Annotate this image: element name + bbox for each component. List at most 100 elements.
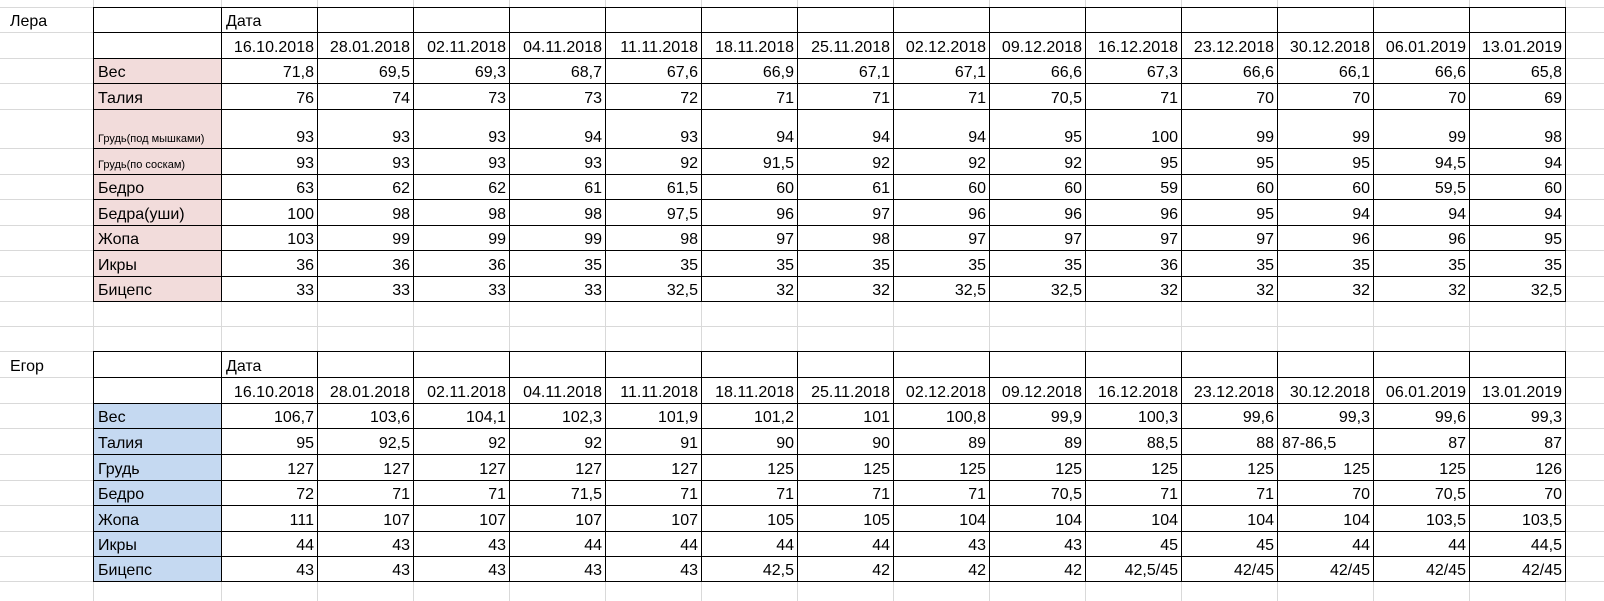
value-cell: 43 xyxy=(317,556,414,582)
date-cell: 28.01.2018 xyxy=(317,377,414,404)
value-cell: 94 xyxy=(1373,199,1470,226)
row-label: Жопа xyxy=(93,225,222,251)
date-cell: 25.11.2018 xyxy=(797,377,894,404)
cell xyxy=(797,7,894,33)
value-cell: 98 xyxy=(605,225,702,251)
row-label: Талия xyxy=(93,428,222,455)
value-cell: 99 xyxy=(413,225,510,251)
value-cell: 36 xyxy=(1085,250,1182,277)
value-cell: 32 xyxy=(1085,276,1182,302)
value-cell: 94 xyxy=(893,109,990,149)
value-cell: 91 xyxy=(605,428,702,455)
value-cell: 71,8 xyxy=(221,58,318,84)
value-cell: 60 xyxy=(1181,174,1278,200)
value-cell: 44 xyxy=(701,531,798,557)
value-cell: 32,5 xyxy=(1469,276,1566,302)
value-cell: 98 xyxy=(1469,109,1566,149)
value-cell: 97 xyxy=(797,199,894,226)
value-cell: 43 xyxy=(413,531,510,557)
value-cell: 33 xyxy=(413,276,510,302)
cell xyxy=(1277,351,1374,378)
value-cell: 33 xyxy=(221,276,318,302)
row-label: Бедро xyxy=(93,480,222,506)
value-cell: 93 xyxy=(317,109,414,149)
value-cell: 104 xyxy=(1181,505,1278,532)
value-cell: 92 xyxy=(509,428,606,455)
row-label: Вес xyxy=(93,58,222,84)
value-cell: 33 xyxy=(317,276,414,302)
value-cell: 126 xyxy=(1469,454,1566,481)
value-cell: 44 xyxy=(797,531,894,557)
cell xyxy=(1181,7,1278,33)
value-cell: 107 xyxy=(509,505,606,532)
value-cell: 71,5 xyxy=(509,480,606,506)
date-cell: 11.11.2018 xyxy=(605,377,702,404)
value-cell: 127 xyxy=(509,454,606,481)
value-cell: 125 xyxy=(989,454,1086,481)
value-cell: 71 xyxy=(413,480,510,506)
value-cell: 74 xyxy=(317,83,414,110)
value-cell: 45 xyxy=(1181,531,1278,557)
cell xyxy=(605,351,702,378)
row-label: Икры xyxy=(93,531,222,557)
value-cell: 99 xyxy=(509,225,606,251)
cell xyxy=(1373,351,1470,378)
cell xyxy=(93,32,222,59)
cell xyxy=(93,377,222,404)
value-cell: 105 xyxy=(701,505,798,532)
value-cell: 43 xyxy=(317,531,414,557)
value-cell: 61 xyxy=(509,174,606,200)
date-cell: 09.12.2018 xyxy=(989,32,1086,59)
value-cell: 125 xyxy=(1373,454,1470,481)
value-cell: 99,3 xyxy=(1469,403,1566,429)
date-cell: 25.11.2018 xyxy=(797,32,894,59)
value-cell: 125 xyxy=(1277,454,1374,481)
value-cell: 89 xyxy=(989,428,1086,455)
date-cell: 04.11.2018 xyxy=(509,377,606,404)
cell xyxy=(701,351,798,378)
date-cell: 28.01.2018 xyxy=(317,32,414,59)
value-cell: 35 xyxy=(1181,250,1278,277)
value-cell: 96 xyxy=(893,199,990,226)
cell xyxy=(93,7,222,33)
value-cell: 66,9 xyxy=(701,58,798,84)
value-cell: 65,8 xyxy=(1469,58,1566,84)
value-cell: 107 xyxy=(605,505,702,532)
value-cell: 43 xyxy=(221,556,318,582)
value-cell: 95 xyxy=(221,428,318,455)
value-cell: 96 xyxy=(989,199,1086,226)
value-cell: 71 xyxy=(701,83,798,110)
value-cell: 71 xyxy=(893,83,990,110)
value-cell: 95 xyxy=(989,109,1086,149)
value-cell: 94 xyxy=(1277,199,1374,226)
value-cell: 100,3 xyxy=(1085,403,1182,429)
value-cell: 35 xyxy=(605,250,702,277)
cell xyxy=(989,7,1086,33)
cell xyxy=(1277,7,1374,33)
value-cell: 97 xyxy=(1181,225,1278,251)
value-cell: 96 xyxy=(1373,225,1470,251)
value-cell: 36 xyxy=(221,250,318,277)
value-cell: 98 xyxy=(413,199,510,226)
value-cell: 99 xyxy=(1181,109,1278,149)
value-cell: 67,1 xyxy=(893,58,990,84)
value-cell: 69,3 xyxy=(413,58,510,84)
value-cell: 32 xyxy=(1373,276,1470,302)
row-label: Бицепс xyxy=(93,556,222,582)
value-cell: 43 xyxy=(893,531,990,557)
value-cell: 70 xyxy=(1277,480,1374,506)
value-cell: 103,6 xyxy=(317,403,414,429)
value-cell: 42/45 xyxy=(1373,556,1470,582)
value-cell: 42,5 xyxy=(701,556,798,582)
value-cell: 106,7 xyxy=(221,403,318,429)
value-cell: 70 xyxy=(1277,83,1374,110)
cell xyxy=(413,351,510,378)
value-cell: 70 xyxy=(1469,480,1566,506)
row-label: Грудь(по соскам) xyxy=(93,148,222,175)
value-cell: 36 xyxy=(317,250,414,277)
value-cell: 93 xyxy=(413,109,510,149)
value-cell: 99 xyxy=(1373,109,1470,149)
value-cell: 33 xyxy=(509,276,606,302)
value-cell: 87 xyxy=(1373,428,1470,455)
value-cell: 60 xyxy=(893,174,990,200)
